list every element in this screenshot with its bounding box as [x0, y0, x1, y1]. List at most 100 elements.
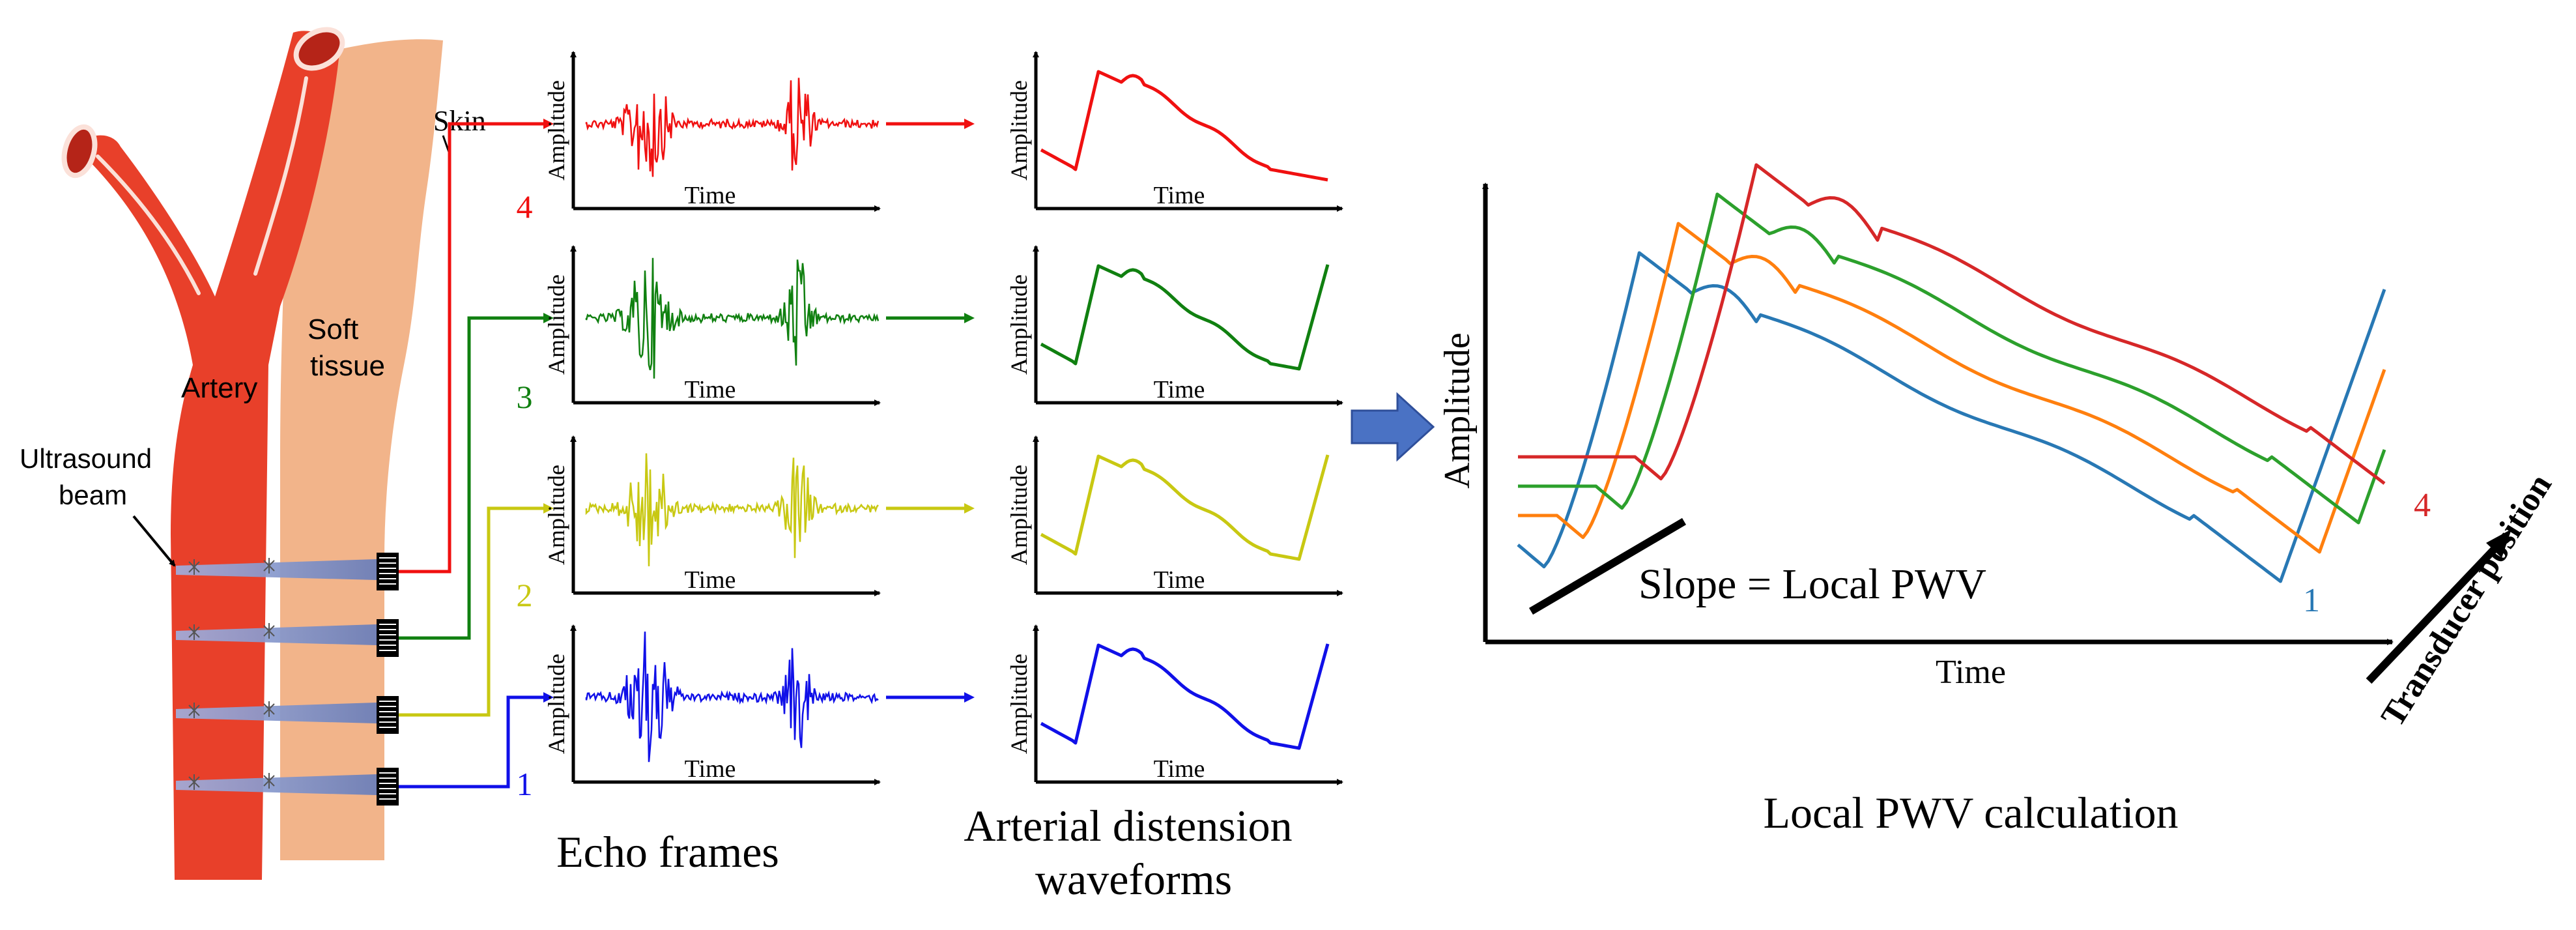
distension-trace [1040, 454, 1330, 561]
scatter-mark [263, 558, 275, 574]
echo-amplitude-label: Amplitude [543, 465, 569, 565]
transducers [377, 553, 399, 806]
connector-2 [399, 506, 545, 717]
soft-tissue-line-2: tissue [310, 350, 385, 382]
distension-trace [1040, 643, 1330, 750]
connector-3 [399, 316, 545, 640]
series-label-first: 1 [2303, 582, 2320, 619]
distension-amplitude-label: Amplitude [1006, 654, 1032, 754]
echo-signal-trace [585, 632, 879, 763]
pwv-waveform-2 [1518, 222, 2386, 554]
distension-time-label: Time [1154, 376, 1205, 403]
artery-highlight-2 [253, 76, 308, 276]
flow-arrow [1351, 392, 1435, 462]
pwv-zlabel: Transducer position [2374, 468, 2559, 733]
channel-number-1: 1 [517, 766, 533, 802]
artery-opening-top [293, 27, 345, 71]
pwv-z-axis [2366, 542, 2501, 684]
distension-time-label: Time [1154, 755, 1205, 783]
artery-label: Artery [181, 372, 257, 404]
channel-number-4: 4 [517, 188, 533, 225]
arrowhead [964, 119, 975, 129]
echo-signal-trace [585, 257, 880, 379]
transducer-1 [377, 768, 399, 806]
artery-highlight [96, 154, 201, 295]
scatter-mark [263, 701, 275, 717]
transducer-3 [377, 619, 399, 657]
slope-line [1528, 517, 1687, 615]
distension-title: Arterial distension waveforms [964, 801, 1303, 904]
artery-opening-left [61, 124, 98, 179]
pwv-waveform-3 [1518, 192, 2386, 525]
distension-waveform-3: Amplitude Time [1006, 245, 1343, 406]
echo-frame-1: Amplitude Time [543, 624, 975, 785]
channel-number-3: 3 [517, 379, 533, 415]
scatter-mark [263, 773, 275, 789]
arrowhead [964, 313, 975, 323]
echo-time-label: Time [685, 376, 736, 403]
channel-numbers: 4 3 2 1 [517, 188, 533, 802]
pwv-ylabel: Amplitude [1437, 332, 1478, 489]
connector-4 [399, 122, 545, 574]
series-label-last: 4 [2414, 487, 2431, 524]
transducer-4 [377, 553, 399, 590]
echo-signal-trace [585, 453, 879, 566]
anatomy-illustration: Skin Soft tissue Artery Ultrasound beam [20, 27, 486, 880]
echo-amplitude-label: Amplitude [543, 274, 569, 375]
echo-amplitude-label: Amplitude [543, 654, 569, 754]
distension-amplitude-label: Amplitude [1006, 80, 1032, 181]
channel-number-2: 2 [517, 577, 533, 613]
soft-tissue-shape [280, 39, 443, 860]
connector-lines [399, 119, 554, 789]
ultrasound-beam-3 [176, 624, 377, 645]
scatter-mark [263, 623, 275, 639]
connector-arrowhead [543, 119, 554, 129]
distension-time-label: Time [1154, 182, 1205, 209]
slope-label: Slope = Local PWV [1639, 560, 1986, 608]
ultrasound-beam-1 [176, 774, 377, 795]
ultrasound-beam-label: Ultrasound beam [20, 443, 160, 510]
scatter-mark [188, 559, 200, 575]
ultrasound-beams [176, 559, 377, 795]
echo-frame-3: Amplitude Time [543, 245, 975, 406]
distension-title-line-2: waveforms [1035, 854, 1232, 904]
arrowhead [964, 692, 975, 703]
pwv-z-arrowhead [2486, 529, 2512, 558]
distension-amplitude-label: Amplitude [1006, 465, 1032, 565]
ultrasound-line-2: beam [59, 480, 127, 510]
distension-trace [1040, 264, 1330, 371]
echo-frame-2: Amplitude Time [543, 435, 975, 596]
echo-frames-title: Echo frames [556, 827, 779, 877]
echo-time-label: Time [685, 755, 736, 783]
distension-waveforms-column: AmplitudeTimeAmplitudeTimeAmplitudeTimeA… [1006, 51, 1343, 785]
echo-time-label: Time [685, 566, 736, 594]
connector-arrowhead [543, 503, 554, 514]
scatter-mark [188, 703, 200, 718]
arrowhead [964, 503, 975, 514]
ultrasound-line-1: Ultrasound [20, 443, 152, 474]
soft-tissue-line-1: Soft [308, 313, 358, 345]
connector-arrowhead [543, 692, 554, 703]
artery-shape [77, 31, 339, 880]
distension-waveform-1: Amplitude Time [1006, 624, 1343, 785]
pwv-waveform-1 [1517, 251, 2386, 583]
connector-arrowhead [543, 313, 554, 323]
echo-frames-column: AmplitudeTimeAmplitudeTimeAmplitudeTimeA… [543, 51, 975, 785]
echo-amplitude-label: Amplitude [543, 80, 569, 181]
distension-amplitude-label: Amplitude [1006, 274, 1032, 375]
pwv-chart: Amplitude Time Transducer position Slope = … [1437, 163, 2559, 733]
distension-waveform-2: Amplitude Time [1006, 435, 1343, 596]
distension-title-line-1: Arterial distension [964, 801, 1292, 850]
pwv-xlabel: Time [1936, 654, 2006, 691]
echo-signal-trace [585, 78, 880, 177]
transducer-2 [377, 696, 399, 734]
ultrasound-beam-4 [176, 559, 377, 580]
distension-time-label: Time [1154, 566, 1205, 594]
scatter-mark [188, 774, 200, 790]
ultrasound-pointer-arrow [132, 515, 176, 567]
ultrasound-beam-2 [176, 703, 377, 723]
pwv-waveform-4 [1518, 163, 2386, 485]
soft-tissue-label: Soft tissue [308, 313, 385, 382]
